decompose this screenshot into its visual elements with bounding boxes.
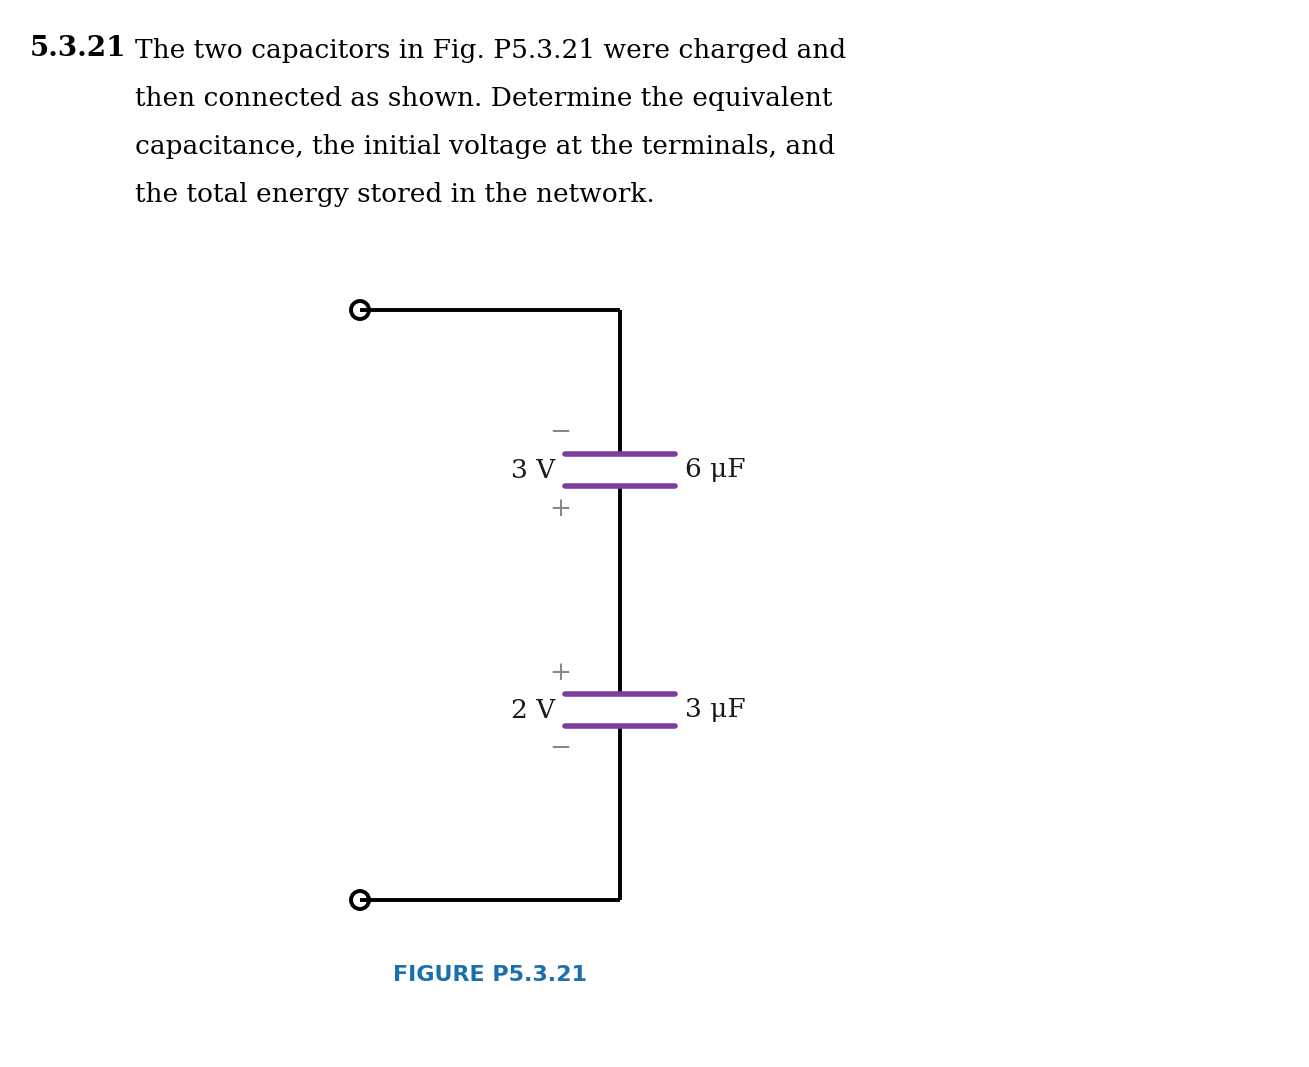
Text: 2 V: 2 V: [511, 698, 555, 722]
Text: −: −: [548, 419, 571, 445]
Text: +: +: [548, 659, 571, 685]
Text: FIGURE P5.3.21: FIGURE P5.3.21: [393, 965, 586, 985]
Text: then connected as shown. Determine the equivalent: then connected as shown. Determine the e…: [135, 86, 833, 111]
Text: 6 μF: 6 μF: [685, 458, 746, 482]
Text: 3 μF: 3 μF: [685, 698, 746, 722]
Text: 5.3.21: 5.3.21: [30, 35, 127, 62]
Text: capacitance, the initial voltage at the terminals, and: capacitance, the initial voltage at the …: [135, 134, 835, 159]
Text: the total energy stored in the network.: the total energy stored in the network.: [135, 182, 654, 207]
Text: 3 V: 3 V: [511, 458, 555, 482]
Text: +: +: [548, 495, 571, 521]
Text: −: −: [548, 735, 571, 761]
Text: The two capacitors in Fig. P5.3.21 were charged and: The two capacitors in Fig. P5.3.21 were …: [135, 38, 846, 63]
